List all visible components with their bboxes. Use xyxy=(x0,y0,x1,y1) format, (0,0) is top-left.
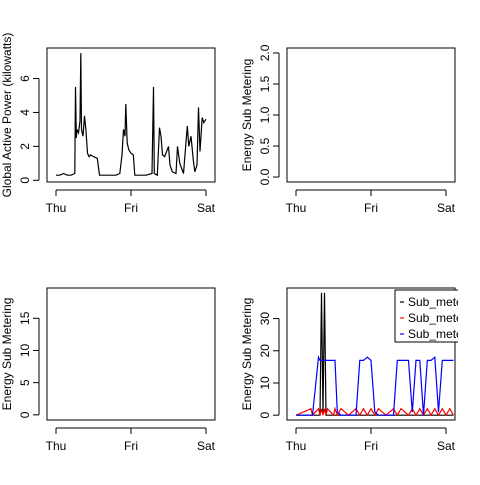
x-tick-label: Fri xyxy=(124,439,138,453)
series-line xyxy=(296,292,454,416)
y-axis-label: Energy Sub Metering xyxy=(240,59,254,172)
x-tick-label: Sat xyxy=(197,201,216,215)
legend-label: Sub_metering_3 xyxy=(408,327,480,341)
x-tick-label: Thu xyxy=(286,439,307,453)
y-axis-label: Energy Sub Metering xyxy=(0,298,14,411)
y-tick-label: 30 xyxy=(258,312,272,326)
series-line xyxy=(296,354,454,416)
y-tick-label: 0 xyxy=(18,177,32,184)
y-tick-label: 0 xyxy=(18,411,32,418)
y-tick-label: 2 xyxy=(18,143,32,150)
data-line xyxy=(56,53,207,177)
legend-label: Sub_metering_1 xyxy=(408,295,480,309)
y-tick-label: 4 xyxy=(18,109,32,116)
plot-box xyxy=(286,287,456,421)
y-tick-label: 20 xyxy=(258,344,272,358)
y-tick-label: 0 xyxy=(258,412,272,419)
x-tick-label: Fri xyxy=(364,439,378,453)
plot-box xyxy=(46,287,216,421)
x-tick-label: Thu xyxy=(46,201,67,215)
y-tick-label: 1.0 xyxy=(258,106,272,123)
y-tick-label: 6 xyxy=(18,75,32,82)
x-tick-label: Sat xyxy=(197,439,216,453)
series-line xyxy=(295,406,455,417)
y-tick-label: 1.5 xyxy=(258,75,272,92)
y-tick-label: 5 xyxy=(18,379,32,386)
y-tick-label: 0.5 xyxy=(258,137,272,154)
y-axis-label: Energy Sub Metering xyxy=(240,298,254,411)
plot-box xyxy=(286,47,456,183)
legend-box xyxy=(394,289,458,343)
y-tick-label: 10 xyxy=(18,343,32,357)
x-tick-label: Thu xyxy=(286,201,307,215)
x-tick-label: Fri xyxy=(124,201,138,215)
x-tick-label: Fri xyxy=(364,201,378,215)
plot-box xyxy=(46,47,216,183)
plot-area xyxy=(56,53,207,177)
y-axis-label: Global Active Power (kilowatts) xyxy=(0,33,14,198)
y-tick-label: 2.0 xyxy=(258,44,272,61)
y-tick-label: 15 xyxy=(18,311,32,325)
x-tick-label: Sat xyxy=(437,201,456,215)
legend-label: Sub_metering_2 xyxy=(408,311,480,325)
x-tick-label: Sat xyxy=(437,439,456,453)
plot-area xyxy=(295,292,455,417)
y-tick-label: 10 xyxy=(258,376,272,390)
y-tick-label: 0.0 xyxy=(258,168,272,185)
x-tick-label: Thu xyxy=(46,439,67,453)
legend: Sub_metering_1 Sub_metering_2 Sub_metering… xyxy=(394,289,480,343)
